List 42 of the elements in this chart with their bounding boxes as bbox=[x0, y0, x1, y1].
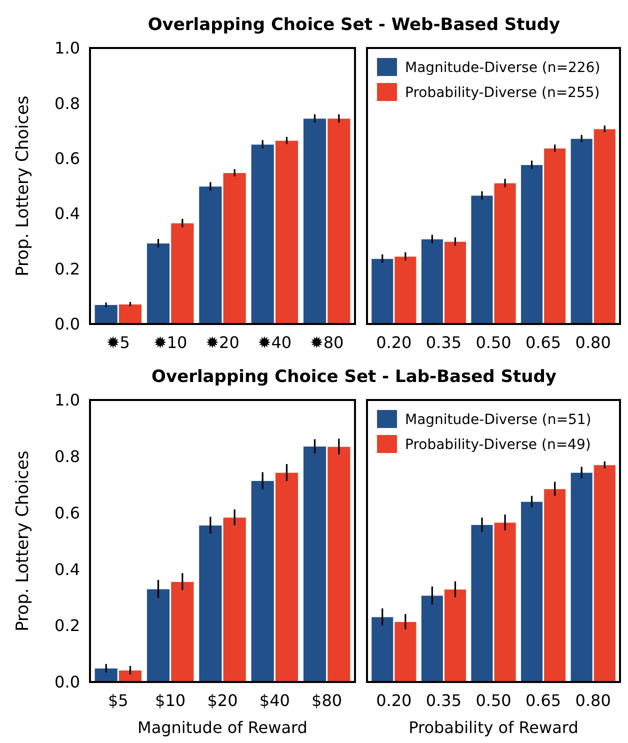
x-tick-label: 0.50 bbox=[476, 333, 512, 352]
y-tick-label: 1.0 bbox=[54, 390, 80, 410]
y-axis-title: Prop. Lottery Choices bbox=[13, 450, 33, 632]
chart-title: Overlapping Choice Set - Lab-Based Study bbox=[152, 367, 556, 387]
y-tick-label: 0.4 bbox=[54, 204, 80, 224]
legend-label: Probability-Diverse (n=255) bbox=[405, 84, 600, 101]
y-tick-label: 0.4 bbox=[54, 560, 80, 579]
x-tick-label: ✹5 bbox=[106, 333, 130, 352]
y-tick-label: 0.6 bbox=[54, 149, 80, 168]
x-tick-label: ✹40 bbox=[258, 333, 292, 352]
y-tick-label: 0.2 bbox=[54, 616, 80, 636]
x-tick-label: 0.80 bbox=[575, 691, 611, 710]
x-tick-label: $40 bbox=[259, 691, 290, 710]
x-tick-label: $5 bbox=[108, 691, 128, 710]
x-tick-label: 0.50 bbox=[476, 691, 512, 710]
x-tick-label: ✹10 bbox=[153, 333, 188, 352]
y-tick-label: 0.6 bbox=[54, 503, 80, 522]
y-axis-title: Prop. Lottery Choices bbox=[13, 95, 33, 276]
x-tick-label: ✹80 bbox=[310, 333, 344, 352]
x-tick-label: 0.20 bbox=[376, 691, 412, 710]
chart-title: Overlapping Choice Set - Web-Based Study bbox=[148, 15, 560, 35]
legend-label: Magnitude-Diverse (n=226) bbox=[405, 60, 600, 76]
x-tick-label: 0.35 bbox=[426, 691, 462, 710]
legend-label: Magnitude-Diverse (n=51) bbox=[405, 412, 592, 428]
y-tick-label: 0.0 bbox=[54, 314, 80, 334]
x-tick-label: ✹20 bbox=[206, 333, 240, 352]
y-tick-label: 0.2 bbox=[54, 259, 80, 278]
y-tick-label: 1.0 bbox=[54, 38, 80, 58]
x-axis-title: Probability of Reward bbox=[408, 718, 578, 737]
x-tick-label: $10 bbox=[155, 691, 186, 710]
x-tick-label: $80 bbox=[312, 691, 342, 710]
x-tick-label: 0.35 bbox=[426, 333, 462, 352]
x-tick-label: 0.65 bbox=[525, 691, 562, 710]
legend-label: Probability-Diverse (n=49) bbox=[405, 436, 591, 453]
x-axis-title: Magnitude of Reward bbox=[138, 718, 308, 737]
x-tick-label: $20 bbox=[207, 691, 238, 710]
x-tick-label: 0.65 bbox=[525, 333, 562, 352]
y-tick-label: 0.8 bbox=[54, 94, 80, 113]
y-tick-label: 0.0 bbox=[54, 672, 80, 692]
x-tick-label: 0.20 bbox=[376, 333, 412, 352]
y-tick-label: 0.8 bbox=[54, 447, 80, 466]
x-tick-label: 0.80 bbox=[575, 333, 611, 352]
